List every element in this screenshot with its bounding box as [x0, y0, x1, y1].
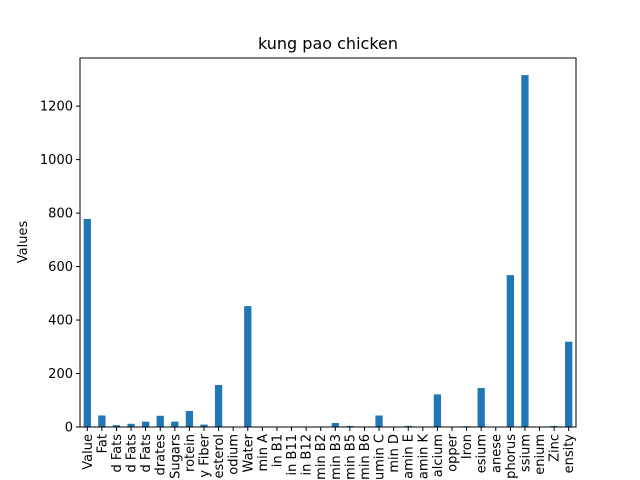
- y-tick-label: 400: [48, 314, 73, 329]
- bars-group: [83, 75, 573, 428]
- x-tick-label: amin E: [402, 434, 417, 479]
- bar: [98, 415, 106, 427]
- x-tick-label: phorus: [504, 434, 519, 479]
- y-tick-label: 200: [48, 367, 73, 382]
- x-tick-label: Value: [81, 434, 96, 470]
- x-tick-label: drates: [154, 434, 169, 476]
- bar: [331, 422, 339, 427]
- x-tick-label: umin C: [373, 434, 388, 480]
- bar: [83, 218, 91, 427]
- bar: [214, 385, 223, 427]
- x-tick-label: d Fats: [139, 434, 154, 473]
- bar: [156, 415, 164, 427]
- bar: [200, 424, 208, 427]
- x-tick-label: esium: [475, 434, 490, 473]
- bar: [185, 410, 194, 427]
- bar: [477, 387, 485, 427]
- x-tick-label: anese: [489, 434, 504, 473]
- x-tick-label: Fat: [95, 434, 110, 453]
- bar: [171, 421, 179, 427]
- x-tick-label: min A: [256, 434, 271, 472]
- bar: [112, 425, 121, 427]
- y-tick-label: 800: [48, 207, 73, 222]
- y-tick-label: 0: [65, 421, 73, 436]
- x-tick-label: d Fats: [110, 434, 125, 473]
- x-tick-label: odium: [227, 434, 242, 475]
- bar: [244, 306, 252, 427]
- y-axis: 0 200 400 600 800 1000 1200: [40, 100, 80, 436]
- x-tick-label: min B3: [329, 434, 344, 480]
- x-tick-label: min B2: [314, 434, 329, 480]
- x-tick-label: min B6: [358, 434, 373, 480]
- x-tick-label: min D: [387, 434, 402, 473]
- y-axis-label: Values: [16, 221, 31, 264]
- x-tick-label: enium: [533, 434, 548, 475]
- x-tick-label: Water: [241, 433, 256, 472]
- bar: [127, 423, 135, 427]
- bar: [346, 425, 354, 427]
- x-tick-label: opper: [446, 433, 461, 471]
- x-tick-label: in B12: [300, 434, 315, 475]
- x-tick-label: ensity: [562, 434, 577, 474]
- x-tick-label: in B11: [285, 434, 300, 475]
- bar: [375, 415, 383, 427]
- bar: [565, 341, 573, 427]
- x-tick-label: ssium: [518, 434, 533, 472]
- y-tick-label: 1200: [40, 100, 73, 115]
- x-tick-label: rotein: [183, 434, 198, 472]
- x-tick-label: d Fats: [125, 434, 140, 473]
- x-tick-label: Iron: [460, 434, 475, 459]
- bar: [142, 421, 150, 427]
- x-tick-label: y Fiber: [198, 433, 213, 477]
- x-tick-label: Zinc: [548, 434, 563, 462]
- plot-frame: [79, 57, 577, 428]
- x-tick-label: amin K: [416, 434, 431, 480]
- bar: [521, 75, 529, 428]
- x-tick-label: esterol: [212, 434, 227, 479]
- x-tick-label: in B1: [270, 434, 285, 467]
- x-tick-label: Sugars: [168, 434, 183, 479]
- y-tick-label: 600: [48, 260, 73, 275]
- x-tick-label: min B5: [343, 434, 358, 480]
- x-tick-label: alcium: [431, 434, 446, 477]
- bar: [433, 394, 442, 427]
- chart-title: kung pao chicken: [258, 34, 398, 53]
- bar: [506, 275, 514, 427]
- y-tick-label: 1000: [40, 153, 73, 168]
- x-axis: Value Fat d Fats d Fats d Fats drates Sugars ro…: [81, 427, 577, 480]
- bar: [404, 425, 412, 427]
- bar: [550, 425, 558, 427]
